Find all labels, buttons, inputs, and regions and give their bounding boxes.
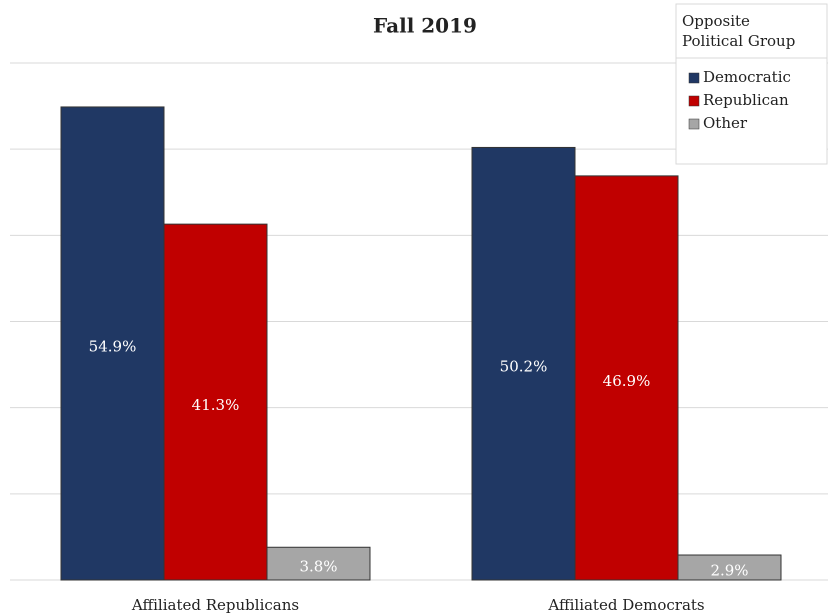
x-tick-label: Affiliated Democrats bbox=[547, 596, 704, 614]
legend-swatch bbox=[688, 72, 700, 84]
legend-label: Democratic bbox=[703, 68, 791, 86]
legend-box bbox=[675, 57, 828, 165]
legend-label: Other bbox=[703, 114, 748, 132]
bar bbox=[266, 546, 371, 581]
bar bbox=[60, 106, 165, 581]
data-label: 46.9% bbox=[603, 372, 651, 390]
data-label: 41.3% bbox=[192, 396, 240, 414]
chart-title: Fall 2019 bbox=[373, 14, 477, 38]
data-label: 2.9% bbox=[710, 562, 748, 580]
x-tick-label: Affiliated Republicans bbox=[131, 596, 299, 614]
bar bbox=[574, 175, 679, 581]
legend-title-box bbox=[675, 3, 828, 59]
legend-label: Republican bbox=[703, 91, 789, 109]
bar bbox=[677, 554, 782, 581]
legend-swatch bbox=[688, 118, 700, 130]
legend-title: Opposite bbox=[682, 12, 750, 30]
bar bbox=[471, 146, 576, 581]
data-label: 50.2% bbox=[500, 358, 548, 376]
bar bbox=[163, 223, 268, 581]
data-label: 54.9% bbox=[89, 337, 137, 355]
legend-swatch bbox=[688, 95, 700, 107]
data-label: 3.8% bbox=[299, 558, 337, 576]
legend-title: Political Group bbox=[682, 32, 795, 50]
